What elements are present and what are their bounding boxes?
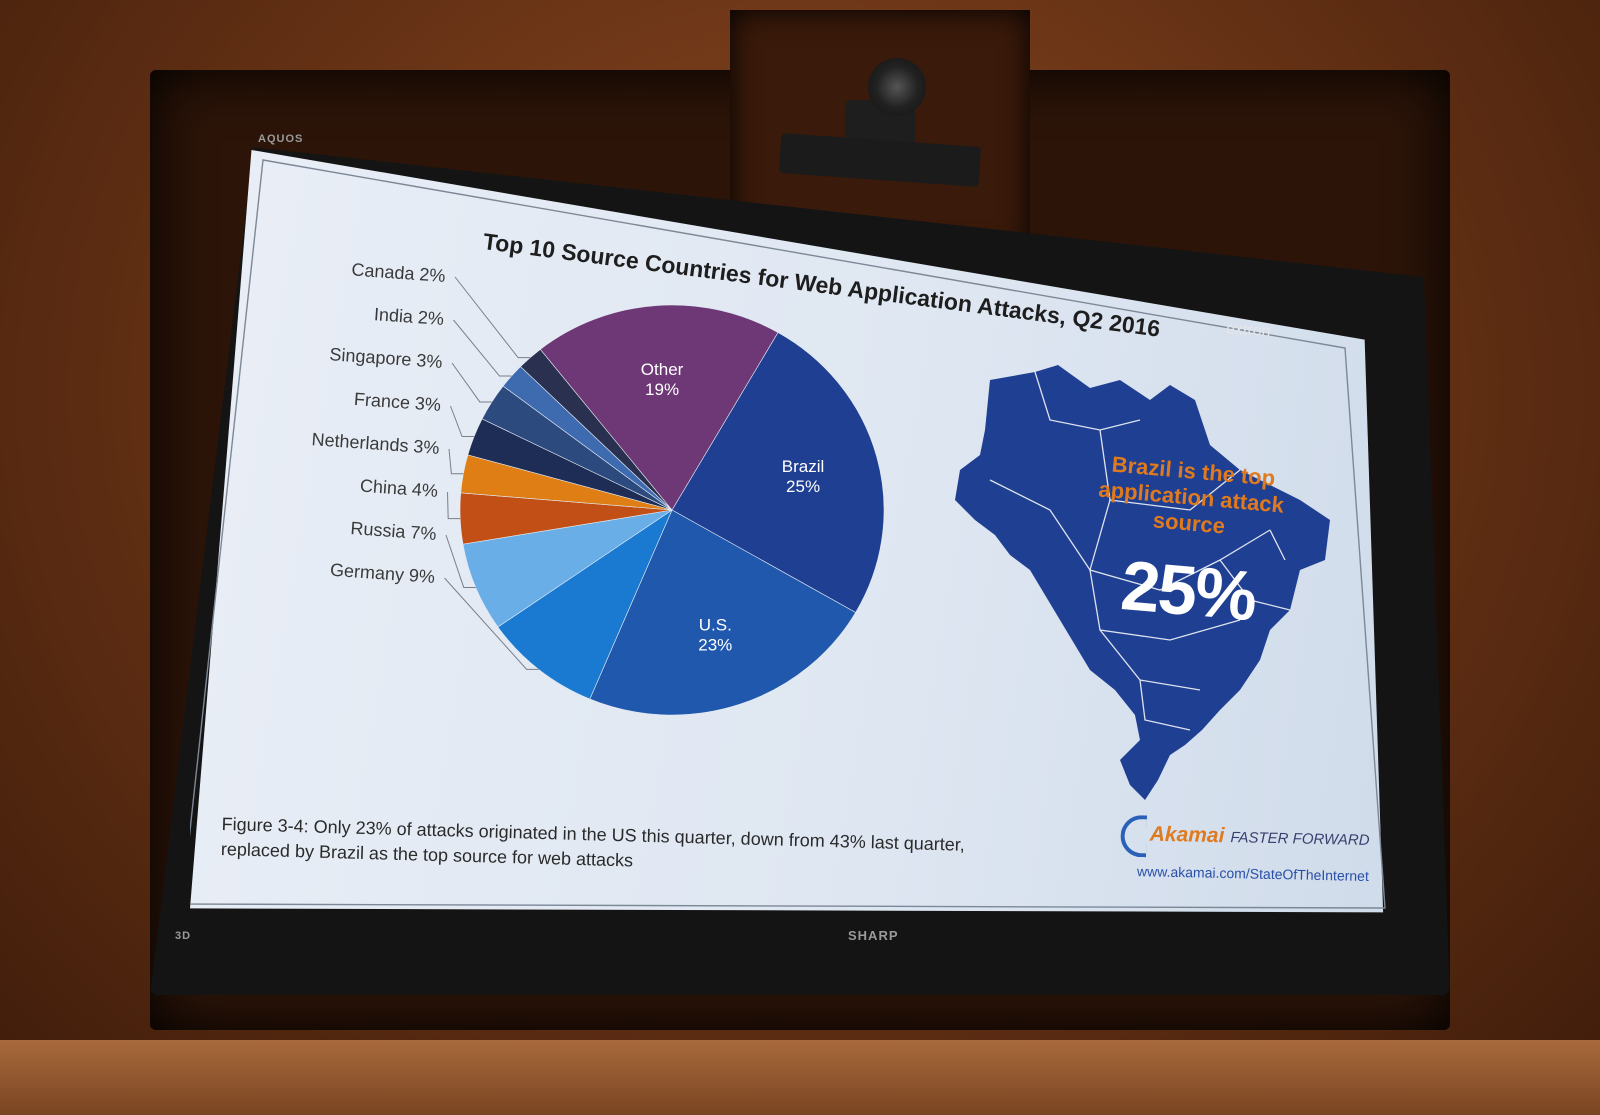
outside-label-china: China 4%	[359, 476, 438, 501]
outside-label-germany: Germany 9%	[329, 560, 435, 587]
inside-label-u-s--pct: 23%	[698, 635, 732, 654]
akamai-tagline: FASTER FORWARD	[1230, 829, 1370, 850]
brazil-map-icon	[955, 365, 1330, 800]
leader-line-russia	[445, 534, 476, 588]
inside-label-u-s--name: U.S.	[699, 615, 732, 634]
wooden-ledge	[0, 1040, 1600, 1115]
map-callout-value: 25%	[1118, 545, 1259, 636]
slide-border	[190, 159, 1386, 909]
inside-label-brazil-pct: 25%	[786, 477, 820, 496]
akamai-swoosh-icon	[1120, 814, 1148, 858]
outside-label-netherlands: Netherlands 3%	[311, 429, 440, 458]
tv-series-label: AQUOS	[258, 133, 304, 145]
leader-line-netherlands	[448, 448, 464, 475]
inside-label-other-pct: 19%	[645, 380, 679, 399]
akamai-branding: Akamai FASTER FORWARD www.akamai.com/Stat…	[1109, 814, 1370, 884]
tv-3d-badge: 3D	[175, 930, 192, 942]
leader-line-india	[453, 319, 512, 377]
tv-brand-logo: SHARP	[848, 928, 899, 943]
outside-label-russia: Russia 7%	[350, 518, 437, 544]
inside-label-other-name: Other	[641, 360, 684, 379]
outside-label-canada: Canada 2%	[351, 259, 446, 286]
akamai-logo-text: Akamai	[1149, 822, 1225, 848]
leader-line-singapore	[451, 362, 492, 403]
pie-slice-other	[539, 304, 779, 511]
outside-label-singapore: Singapore 3%	[329, 344, 443, 372]
camera-lens-icon	[868, 58, 926, 116]
leader-line-france	[450, 405, 475, 438]
pie-slice-brazil	[671, 332, 885, 613]
leader-line-canada	[454, 276, 531, 359]
outside-label-france: France 3%	[353, 389, 441, 415]
outside-label-india: India 2%	[373, 304, 444, 329]
leader-line-germany	[444, 577, 539, 670]
inside-label-brazil-name: Brazil	[782, 457, 825, 476]
pie-slice-u-s-	[589, 509, 857, 716]
leader-line-china	[447, 491, 461, 520]
